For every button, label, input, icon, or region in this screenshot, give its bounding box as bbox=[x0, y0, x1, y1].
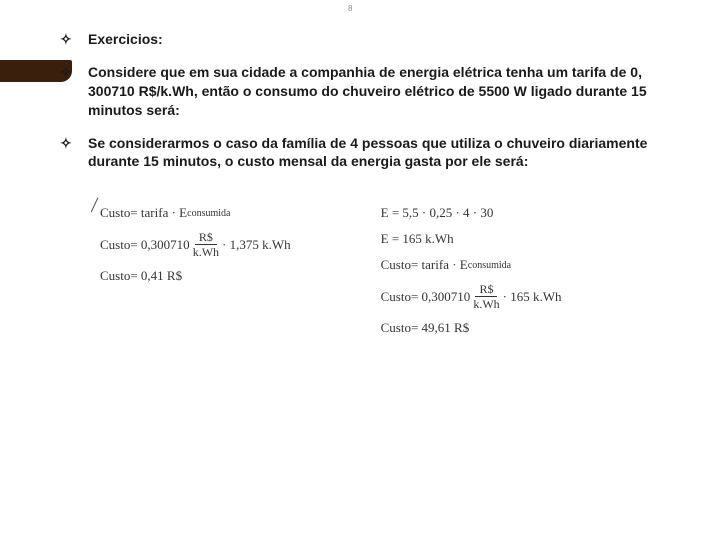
formulas-area: Custo = tarifa · E consumida Custo = 0,3… bbox=[0, 185, 720, 336]
formula-text: Custo bbox=[381, 257, 411, 273]
formula-text: Custo bbox=[381, 320, 411, 336]
formula-right-4: Custo = 0,300710 R$ k.Wh · 165 k.Wh bbox=[381, 283, 562, 310]
formula-text: Custo bbox=[100, 237, 130, 253]
formula-left-3: Custo = 0,41 R$ bbox=[100, 268, 291, 284]
formula-text: = 0,300710 bbox=[411, 289, 470, 305]
formula-column-right: E = 5,5 · 0,25 · 4 · 30 E = 165 k.Wh Cus… bbox=[381, 205, 562, 336]
formula-left-1: Custo = tarifa · E consumida bbox=[100, 205, 291, 221]
formula-subscript: consumida bbox=[468, 260, 511, 271]
formula-text: Custo bbox=[100, 268, 130, 284]
formula-text: · 1,375 k.Wh bbox=[222, 237, 291, 253]
edit-slash-icon bbox=[90, 199, 104, 213]
formula-text: Custo bbox=[381, 289, 411, 305]
bullet-title: Exercicios: bbox=[60, 30, 680, 49]
fraction: R$ k.Wh bbox=[193, 231, 219, 258]
page-number: 8 bbox=[348, 4, 352, 13]
formula-text: = 0,300710 bbox=[130, 237, 189, 253]
fraction-den: k.Wh bbox=[193, 245, 219, 258]
formula-right-5: Custo = 49,61 R$ bbox=[381, 320, 562, 336]
formula-right-3: Custo = tarifa · E consumida bbox=[381, 257, 562, 273]
formula-subscript: consumida bbox=[187, 208, 230, 219]
formula-column-left: Custo = tarifa · E consumida Custo = 0,3… bbox=[100, 205, 291, 336]
formula-text: E = 165 k.Wh bbox=[381, 231, 454, 247]
formula-text: · 165 k.Wh bbox=[503, 289, 562, 305]
fraction-den: k.Wh bbox=[473, 297, 499, 310]
formula-text: = tarifa · E bbox=[411, 257, 468, 273]
formula-text: = tarifa · E bbox=[130, 205, 187, 221]
formula-right-2: E = 165 k.Wh bbox=[381, 231, 562, 247]
formula-right-1: E = 5,5 · 0,25 · 4 · 30 bbox=[381, 205, 562, 221]
formula-text: = 49,61 R$ bbox=[411, 320, 469, 336]
fraction: R$ k.Wh bbox=[473, 283, 499, 310]
bullet-paragraph-2: Se considerarmos o caso da família de 4 … bbox=[60, 134, 680, 172]
formula-text: = 0,41 R$ bbox=[130, 268, 182, 284]
fraction-num: R$ bbox=[195, 231, 217, 245]
formula-text: Custo bbox=[100, 205, 130, 221]
bullet-paragraph-1: Considere que em sua cidade a companhia … bbox=[60, 63, 680, 120]
bullet-list: Exercicios: Considere que em sua cidade … bbox=[0, 0, 720, 171]
formula-text: E = 5,5 · 0,25 · 4 · 30 bbox=[381, 205, 494, 221]
formula-left-2: Custo = 0,300710 R$ k.Wh · 1,375 k.Wh bbox=[100, 231, 291, 258]
fraction-num: R$ bbox=[475, 283, 497, 297]
